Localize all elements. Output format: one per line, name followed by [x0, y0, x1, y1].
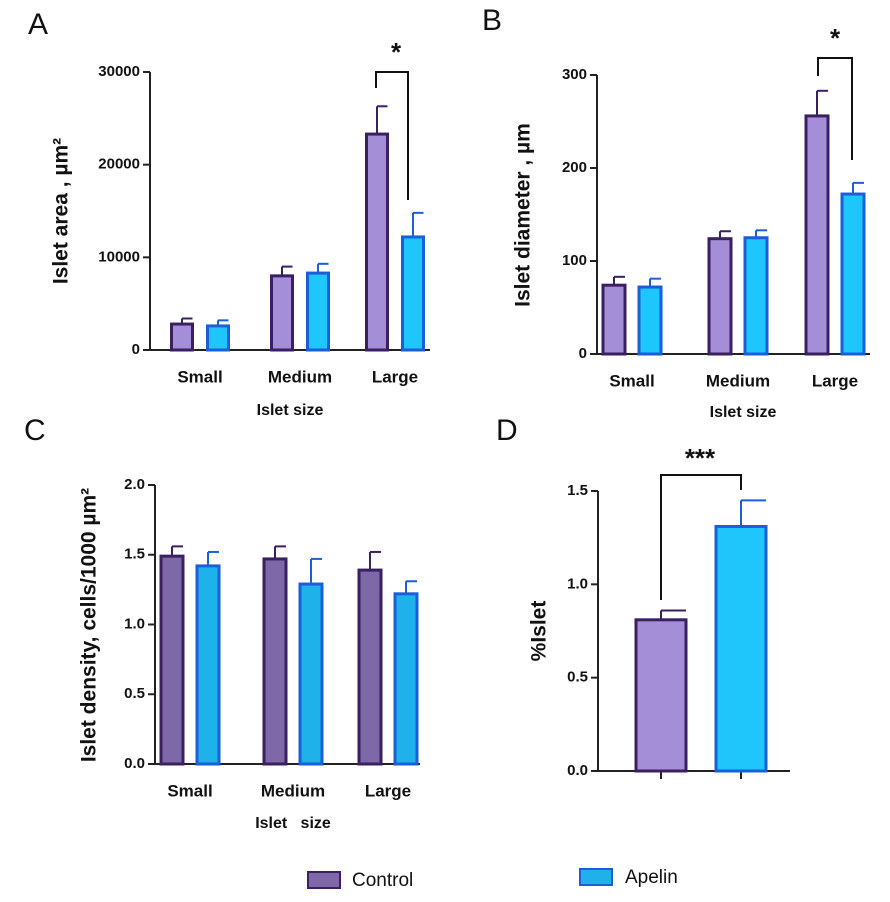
- bar: [804, 114, 830, 356]
- bar: [743, 236, 769, 356]
- y-tick-label: 0.0: [567, 762, 588, 779]
- y-tick-label: 0.0: [124, 755, 145, 772]
- bar: [195, 564, 221, 766]
- panel-letter: C: [24, 414, 46, 447]
- x-tick-label: Small: [167, 781, 212, 800]
- y-tick-label: 0.5: [567, 669, 588, 686]
- bar: [206, 324, 230, 352]
- y-tick-label: 200: [562, 159, 587, 176]
- significance-label: *: [830, 23, 841, 53]
- legend-label: Apelin: [625, 867, 678, 888]
- significance-label: *: [391, 37, 402, 67]
- bar: [306, 271, 330, 352]
- y-tick-label: 1.5: [124, 546, 145, 563]
- x-tick-label: Medium: [706, 371, 770, 390]
- bar: [840, 192, 866, 356]
- y-tick-label: 100: [562, 252, 587, 269]
- x-tick-label: Large: [812, 371, 858, 390]
- bar: [262, 557, 288, 766]
- y-tick-label: 0: [579, 345, 587, 362]
- bar: [401, 235, 425, 352]
- bar: [170, 322, 194, 352]
- bar: [298, 582, 324, 766]
- y-axis-label: Islet diameter , µm: [512, 123, 535, 307]
- y-tick-label: 1.5: [567, 482, 588, 499]
- legend-label: Control: [352, 870, 413, 891]
- x-tick-label: Medium: [268, 367, 332, 386]
- bar: [707, 237, 733, 356]
- x-axis-label: Islet size: [257, 402, 324, 419]
- y-axis-label: Islet area , µm²: [50, 138, 73, 284]
- y-tick-label: 1.0: [124, 615, 145, 632]
- y-tick-label: 300: [562, 66, 587, 83]
- x-tick-label: Small: [177, 367, 222, 386]
- bar: [365, 132, 389, 352]
- x-tick-label: Medium: [261, 781, 325, 800]
- significance-label: ***: [685, 443, 716, 473]
- panel-letter: D: [496, 414, 518, 447]
- significance-bracket: [817, 57, 853, 160]
- y-tick-label: 10000: [98, 248, 140, 265]
- x-axis-label: Islet size: [255, 815, 331, 832]
- y-tick-label: 0.5: [124, 685, 145, 702]
- y-tick-label: 20000: [98, 156, 140, 173]
- legend-swatch: [579, 868, 613, 886]
- bar: [637, 285, 663, 356]
- bar: [270, 274, 294, 352]
- x-tick-label: Large: [372, 367, 418, 386]
- bar: [159, 554, 185, 766]
- x-tick-label: Large: [365, 781, 411, 800]
- y-tick-label: 1.0: [567, 575, 588, 592]
- significance-bracket: [375, 71, 409, 200]
- y-axis-label: Islet density, cells/1000 µm²: [78, 488, 101, 762]
- bar: [393, 592, 419, 766]
- y-axis-label: %Islet: [528, 601, 551, 662]
- bar: [634, 618, 688, 773]
- legend-swatch: [307, 871, 341, 889]
- significance-bracket: [660, 474, 742, 600]
- y-tick-label: 30000: [98, 63, 140, 80]
- y-tick-label: 0: [132, 341, 140, 358]
- panel-letter: B: [482, 4, 502, 37]
- bar: [357, 568, 383, 766]
- x-tick-label: Small: [609, 371, 654, 390]
- y-tick-label: 2.0: [124, 476, 145, 493]
- panel-letter: A: [28, 8, 48, 41]
- bar: [714, 524, 768, 773]
- x-axis-label: Islet size: [710, 404, 777, 421]
- bar: [601, 283, 627, 356]
